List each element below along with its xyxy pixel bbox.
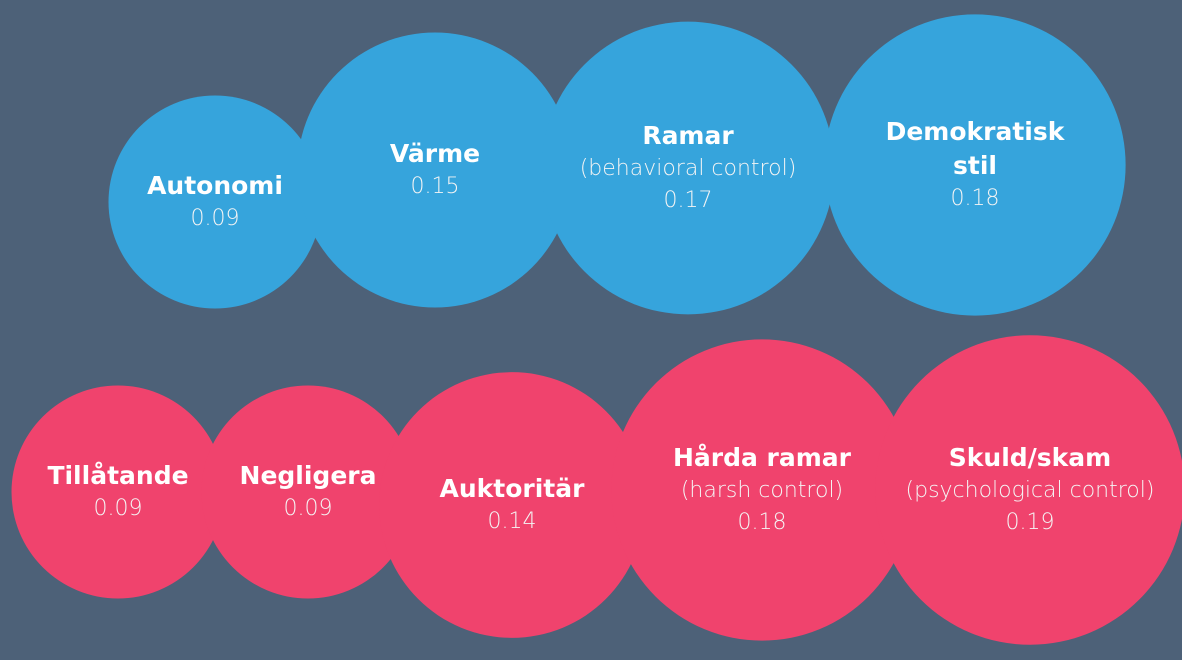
bubble-value: 0.19: [1005, 510, 1055, 535]
bubble-subtitle: (psychological control): [905, 478, 1155, 503]
bubble-label: Negligera 0.09: [148, 459, 468, 525]
bubble-value: 0.09: [190, 206, 240, 231]
bubble-label: Skuld/skam (psychological control) 0.19: [870, 441, 1182, 539]
bubble-label: Hårda ramar (harsh control) 0.18: [602, 441, 922, 539]
bubble-name: Autonomi: [147, 171, 283, 200]
bubble-label: Auktoritär 0.14: [352, 472, 672, 538]
bubble-name: Värme: [389, 139, 481, 168]
bubble-name: Negligera: [239, 461, 377, 490]
bubble-name: Tillåtande: [47, 461, 189, 490]
bubble: [201, 385, 415, 599]
bubble: [11, 385, 225, 599]
bubble-label: Demokratisk stil 0.18: [815, 115, 1135, 215]
bubble-name: Ramar: [642, 121, 734, 150]
bubble-value: 0.09: [283, 496, 333, 521]
bubble: [108, 95, 322, 309]
bubble-name: Skuld/skam: [948, 443, 1112, 472]
bubble-label: Autonomi 0.09: [55, 169, 375, 235]
bubble-value: 0.18: [950, 186, 1000, 211]
bubble-subtitle: (behavioral control): [579, 156, 797, 181]
bubble-value: 0.09: [93, 496, 143, 521]
bubble-name: Auktoritär: [439, 474, 585, 503]
bubble: [824, 14, 1126, 316]
bubble: [297, 32, 573, 308]
bubble: [875, 335, 1182, 645]
bubble: [611, 339, 913, 641]
bubble-name: Hårda ramar: [672, 443, 852, 472]
bubble-label: Ramar (behavioral control) 0.17: [528, 119, 848, 217]
bubble-label: Värme 0.15: [275, 137, 595, 203]
bubble-value: 0.15: [410, 174, 460, 199]
bubble-value: 0.17: [663, 188, 713, 213]
bubble: [541, 21, 835, 315]
bubble-name: Demokratisk stil: [885, 117, 1065, 180]
bubble-subtitle: (harsh control): [680, 478, 844, 503]
bubble: [379, 372, 645, 638]
bubble-value: 0.18: [737, 510, 787, 535]
bubble-label: Tillåtande 0.09: [0, 459, 278, 525]
bubble-value: 0.14: [487, 509, 537, 534]
